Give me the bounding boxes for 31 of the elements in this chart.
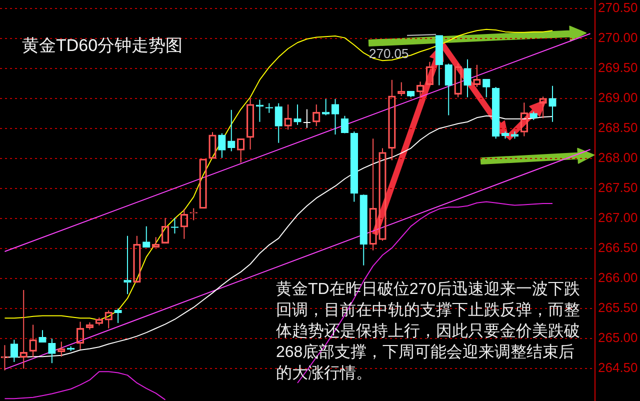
candlestick — [501, 130, 510, 140]
candlestick — [435, 35, 443, 86]
candlestick — [444, 63, 452, 116]
candlestick — [360, 194, 368, 266]
candlestick — [218, 132, 226, 158]
y-tick-label: 266.00 — [598, 270, 638, 286]
annotation: 270.05 — [369, 46, 409, 61]
candlestick — [294, 104, 302, 126]
y-tick-label: 268.00 — [598, 150, 638, 166]
candlestick — [10, 339, 18, 362]
candlestick — [350, 130, 358, 202]
y-tick-label: 264.50 — [598, 360, 638, 376]
y-tick-label: 267.00 — [598, 210, 638, 226]
candlestick — [302, 108, 311, 128]
y-tick-label: 268.50 — [598, 120, 638, 136]
candlestick — [398, 82, 406, 97]
y-tick-label: 267.50 — [598, 180, 638, 196]
y-tick-label: 269.00 — [598, 90, 638, 106]
candlestick — [142, 226, 150, 248]
candlestick — [340, 115, 349, 133]
y-tick-label: 270.50 — [598, 0, 638, 15]
candlestick — [274, 102, 282, 144]
candlestick — [114, 308, 122, 324]
y-tick-label: 269.50 — [598, 60, 638, 76]
candlestick — [530, 111, 538, 121]
y-tick-label: 270.00 — [598, 30, 638, 45]
text: 黄金TD60分钟走势图 — [22, 35, 183, 57]
candlestick — [464, 58, 472, 98]
y-tick-label: 265.50 — [598, 300, 638, 316]
y-tick-label: 265.00 — [598, 330, 638, 346]
y-tick-label: 266.50 — [598, 240, 638, 256]
